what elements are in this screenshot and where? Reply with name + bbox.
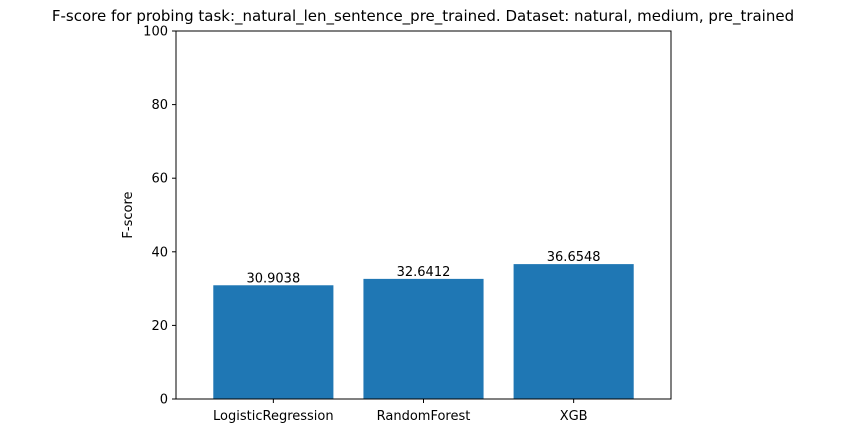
bar bbox=[213, 285, 334, 399]
plot-area: 30.9038 LogisticRegression 32.6412 RandomFo… bbox=[143, 25, 672, 424]
chart-title: F-score for probing task:_natural_len_se… bbox=[52, 7, 794, 26]
axes-frame bbox=[175, 30, 672, 400]
y-axis-label: F-score bbox=[121, 191, 136, 238]
x-tick-label: LogisticRegression bbox=[213, 409, 334, 424]
y-tick-label: 80 bbox=[151, 98, 168, 113]
y-tick-label: 0 bbox=[160, 393, 168, 408]
bar bbox=[513, 264, 634, 399]
data-label: 36.6548 bbox=[547, 250, 601, 265]
x-tick-label: XGB bbox=[560, 409, 588, 424]
data-label: 32.6412 bbox=[397, 265, 451, 280]
y-tick-label: 100 bbox=[143, 25, 168, 40]
bar bbox=[363, 278, 484, 399]
y-tick-label: 60 bbox=[151, 172, 168, 187]
x-tick-label: RandomForest bbox=[377, 409, 471, 424]
data-label: 30.9038 bbox=[246, 271, 300, 286]
y-tick-label: 40 bbox=[151, 245, 168, 260]
y-tick-label: 20 bbox=[151, 319, 168, 334]
